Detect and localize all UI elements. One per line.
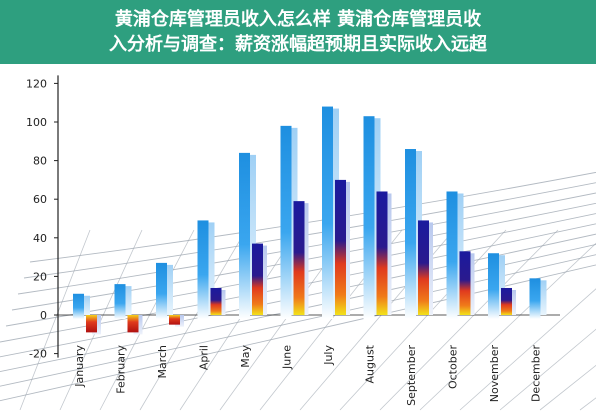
bar-b xyxy=(335,179,346,315)
x-tick-label: January xyxy=(73,345,86,388)
bar-a xyxy=(280,125,292,319)
bar-a-side xyxy=(495,255,505,315)
x-tick-label: May xyxy=(239,345,252,368)
bar-b xyxy=(501,287,512,315)
bar-a-side xyxy=(329,108,339,315)
floor-grid-line xyxy=(29,171,596,263)
bar-a-side xyxy=(536,280,547,315)
bar-b xyxy=(252,243,263,315)
banner-line-2: 入分析与调查：薪资涨幅超预期且实际收入远超 xyxy=(109,34,487,55)
bar-b xyxy=(376,191,388,315)
y-tick-label: 60 xyxy=(33,193,47,206)
bar-a xyxy=(488,253,499,319)
bar-a xyxy=(322,106,333,319)
bar-a xyxy=(239,152,250,319)
floor-grid-line xyxy=(339,229,507,411)
floor-grid-line xyxy=(579,397,596,411)
bar-a-side xyxy=(246,154,256,315)
floor-grid-line xyxy=(539,364,596,411)
x-tick-label: February xyxy=(115,345,128,394)
bar-b xyxy=(169,315,180,325)
x-tick-label: December xyxy=(530,345,543,403)
bar-a-side xyxy=(412,151,422,315)
floor-grid-line xyxy=(379,229,559,411)
y-tick-label: 120 xyxy=(26,77,47,90)
y-tick-label: 100 xyxy=(26,116,47,129)
x-tick-label: August xyxy=(364,344,377,383)
bar-a xyxy=(156,262,167,319)
x-tick-label: March xyxy=(156,345,169,379)
bar-b xyxy=(418,220,429,315)
x-tick-label: July xyxy=(322,345,335,366)
floor-grid-line xyxy=(23,182,596,279)
bar-b xyxy=(86,315,97,333)
x-tick-label: October xyxy=(447,345,460,389)
x-tick-label: November xyxy=(488,345,501,403)
bar-a xyxy=(197,220,209,319)
bar-a-side xyxy=(204,222,215,315)
bar-a-side xyxy=(287,127,298,315)
y-tick-label: -20 xyxy=(29,348,47,361)
y-tick-label: 20 xyxy=(33,270,47,283)
bar-a-side xyxy=(80,295,90,315)
y-tick-label: 40 xyxy=(33,232,47,245)
bar-a xyxy=(73,293,84,319)
bar-b xyxy=(459,251,471,315)
bar-a xyxy=(529,278,541,319)
bar-marks xyxy=(73,106,547,335)
bar-b xyxy=(293,201,305,315)
bar-b xyxy=(127,315,139,333)
y-axis: -20 0 20 40 60 80 100 120 xyxy=(26,75,560,361)
x-axis-labels: January February March April May June July Augu… xyxy=(73,344,543,405)
floor-grid-line xyxy=(99,229,195,411)
floor-grid-line xyxy=(179,229,299,411)
y-tick-label: 80 xyxy=(33,155,47,168)
floor-grid-line xyxy=(19,229,91,411)
bar-a-side xyxy=(121,286,132,315)
bar-b xyxy=(210,287,222,315)
banner-line-1: 黄浦仓库管理员收入怎么样 黄浦仓库管理员收 xyxy=(114,9,482,30)
bar-a xyxy=(363,116,375,320)
bar-a-side xyxy=(453,193,464,315)
bar-a xyxy=(446,191,458,319)
floor-grid-line xyxy=(0,264,596,402)
x-tick-label: April xyxy=(198,345,211,370)
bar-a-side xyxy=(370,118,381,316)
floor-grid-line xyxy=(499,328,596,411)
bar-a xyxy=(405,149,416,319)
bar-a xyxy=(114,284,126,319)
y-tick-label: 0 xyxy=(40,309,47,322)
x-tick-label: June xyxy=(281,345,294,370)
title-banner: 黄浦仓库管理员收入怎么样 黄浦仓库管理员收 入分析与调查：薪资涨幅超预期且实际收… xyxy=(0,0,596,64)
floor-grid-line xyxy=(139,229,247,411)
bar-a-side xyxy=(163,264,173,315)
x-tick-label: September xyxy=(405,345,418,406)
floor-grid-line xyxy=(459,288,596,411)
floor-grid-line xyxy=(419,242,596,411)
